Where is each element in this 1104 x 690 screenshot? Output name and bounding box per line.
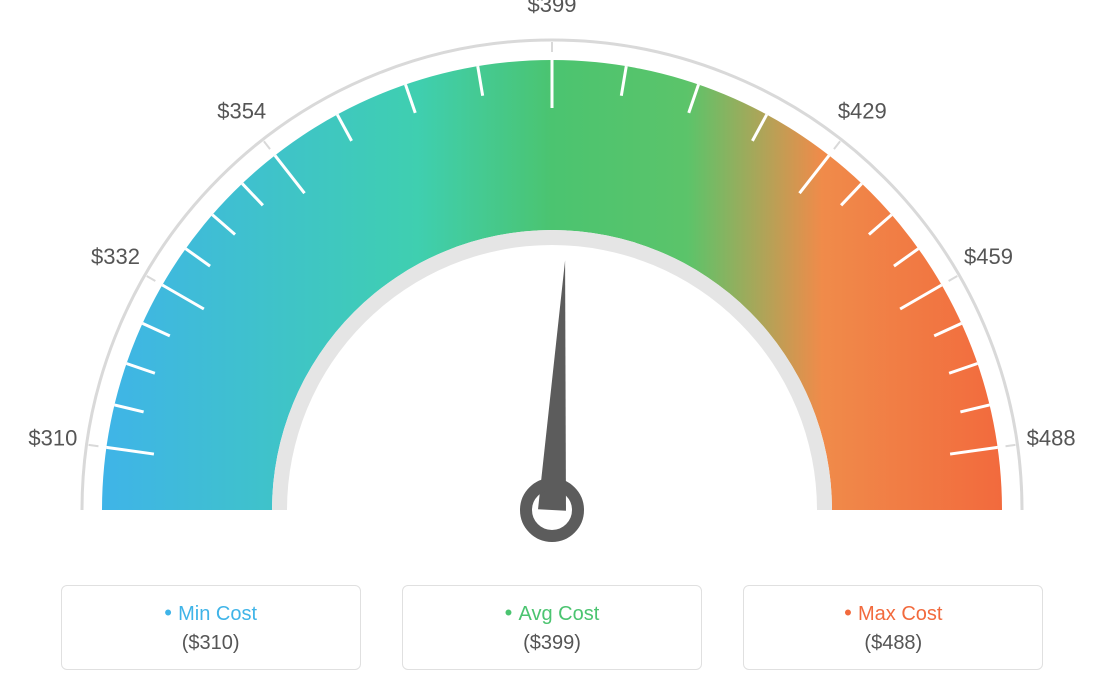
legend-label-min: Min Cost [82,600,340,626]
legend-label-max: Max Cost [764,600,1022,626]
svg-text:$332: $332 [91,244,140,269]
legend-value-max: ($488) [764,632,1022,655]
legend-label-avg: Avg Cost [423,600,681,626]
svg-text:$488: $488 [1027,426,1076,451]
legend-card-min: Min Cost ($310) [61,585,361,670]
svg-text:$459: $459 [964,244,1013,269]
legend-value-min: ($310) [82,632,340,655]
legend-row: Min Cost ($310) Avg Cost ($399) Max Cost… [0,585,1104,670]
legend-card-max: Max Cost ($488) [743,585,1043,670]
svg-text:$310: $310 [28,426,77,451]
svg-text:$399: $399 [528,0,577,17]
legend-card-avg: Avg Cost ($399) [402,585,702,670]
cost-gauge-chart: $310 $332 $354 $399 $429 $459 $488 [0,0,1104,560]
svg-text:$354: $354 [217,99,266,124]
gauge-svg: $310 $332 $354 $399 $429 $459 $488 [0,0,1104,560]
svg-text:$429: $429 [838,99,887,124]
legend-value-avg: ($399) [423,632,681,655]
